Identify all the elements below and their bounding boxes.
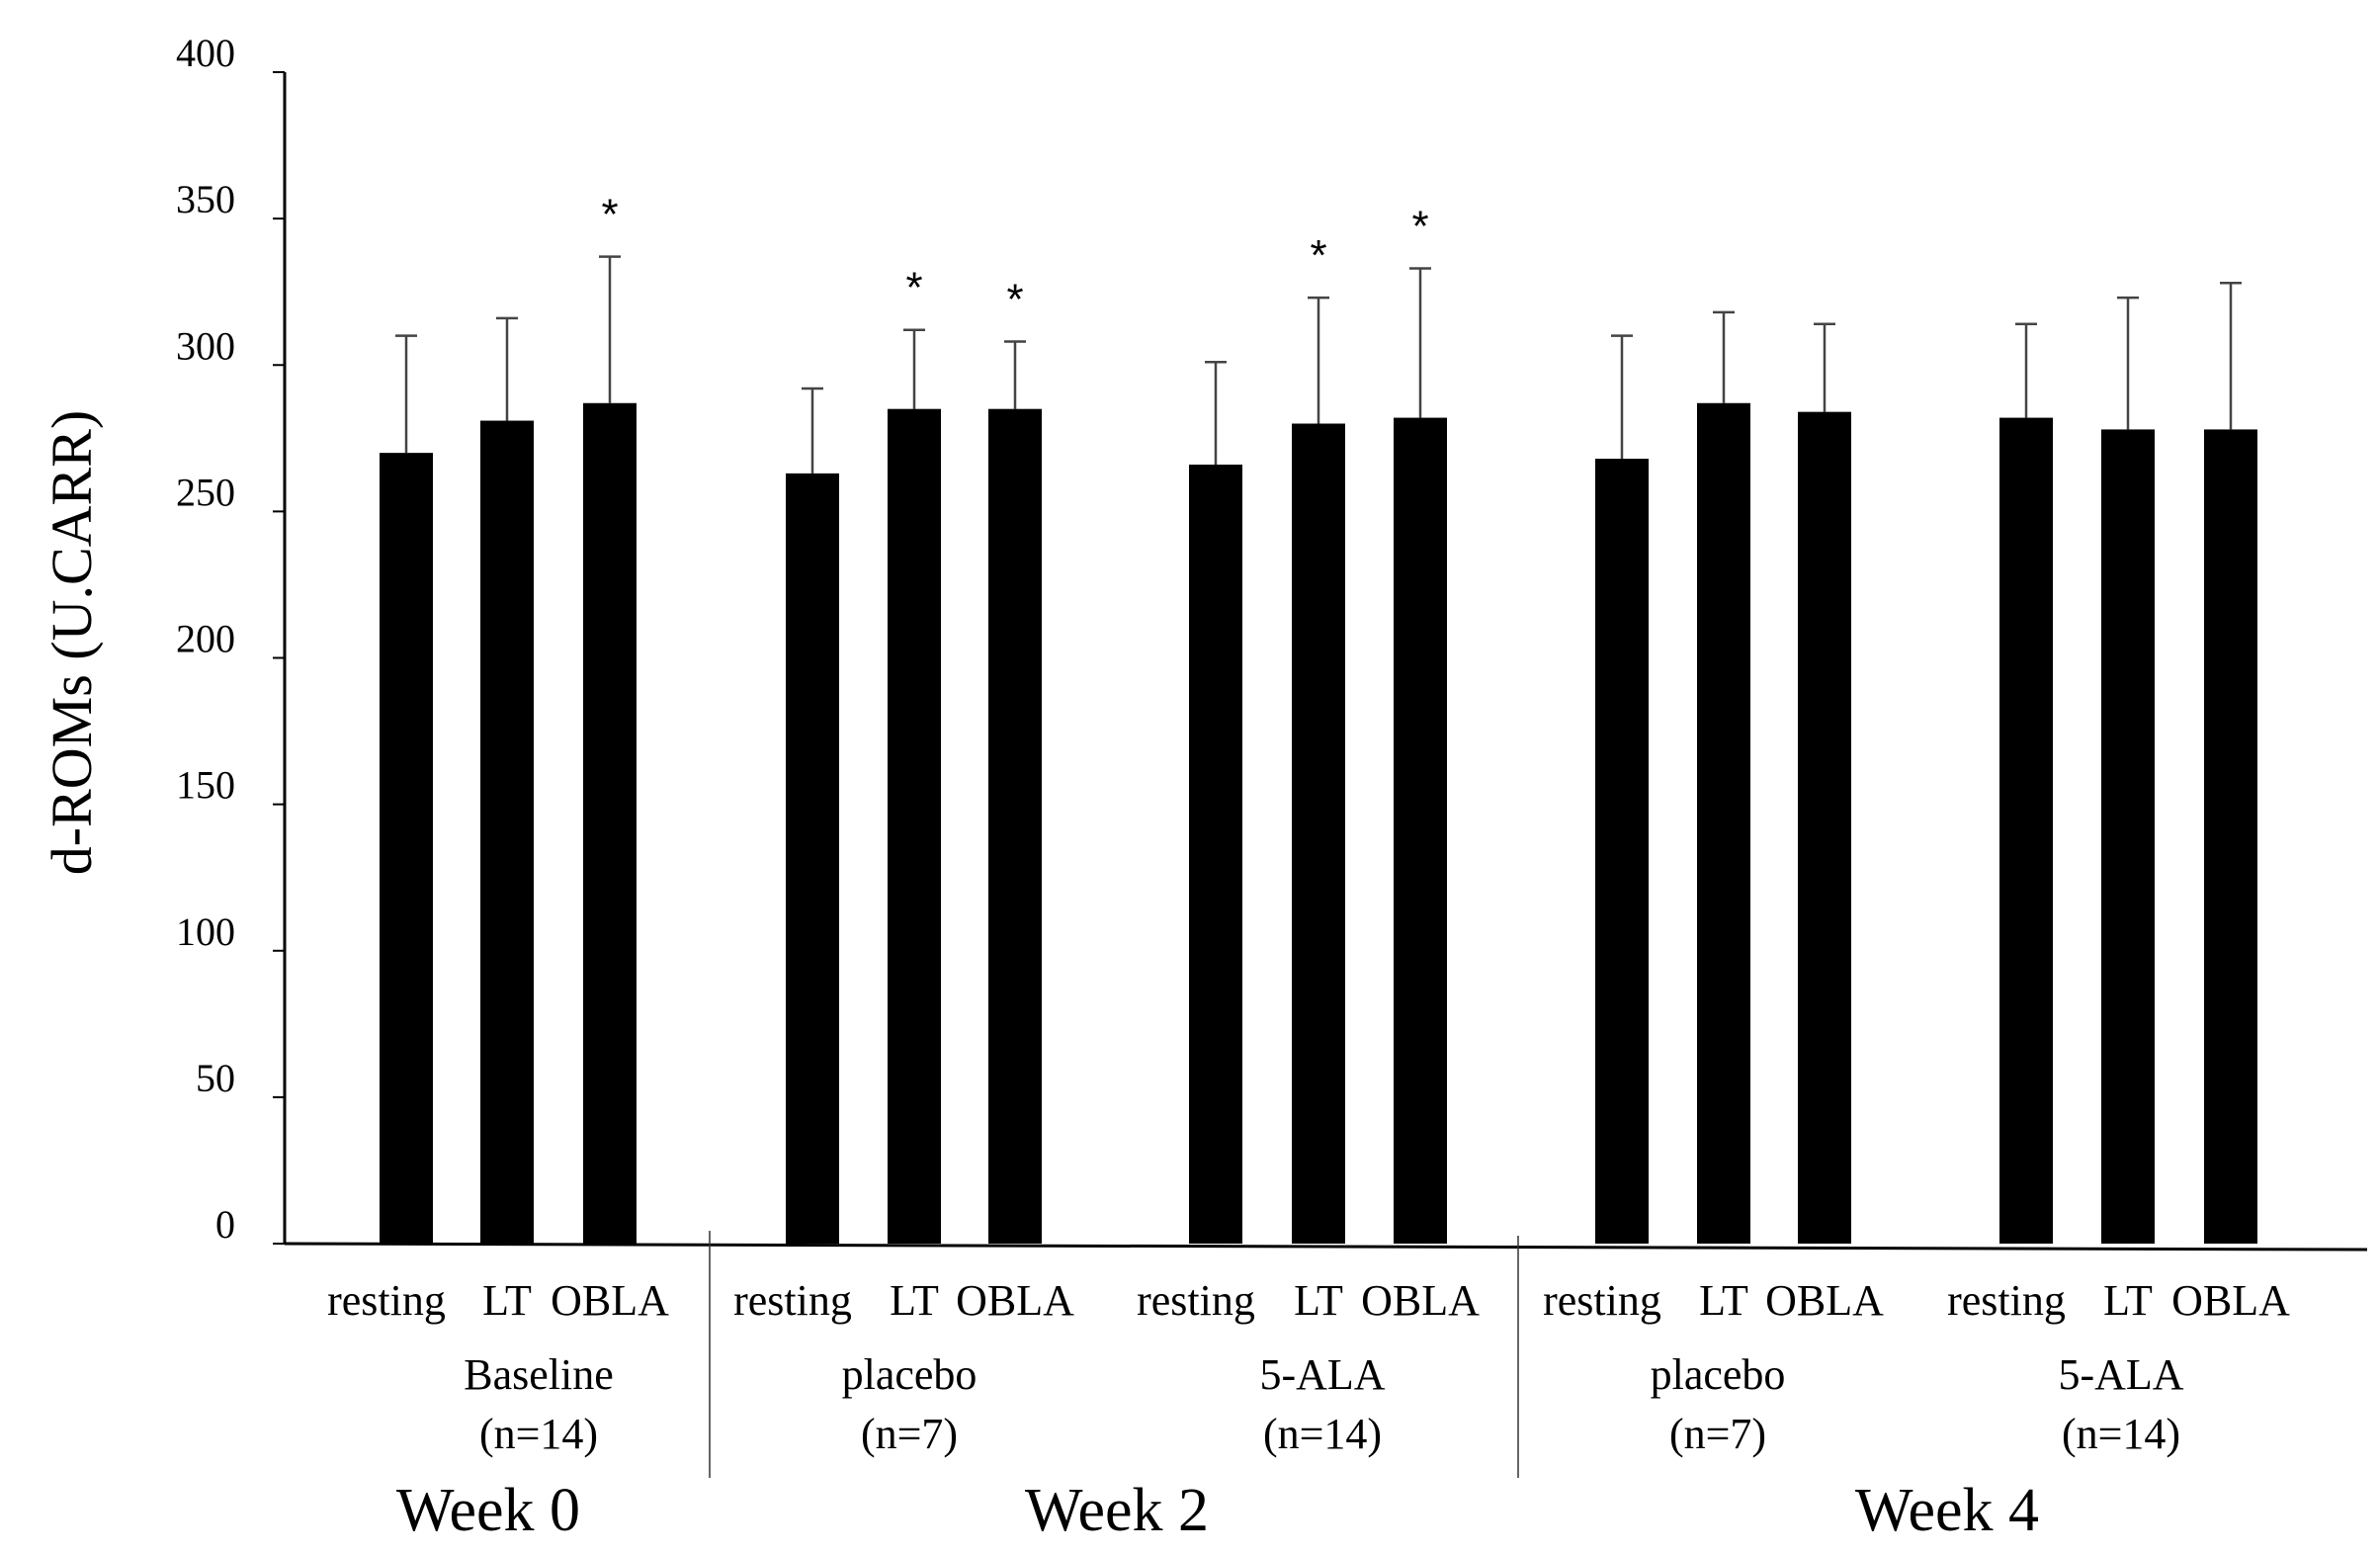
group-name: placebo xyxy=(1651,1350,1786,1399)
category-label: LT xyxy=(482,1276,532,1325)
bar xyxy=(2204,429,2257,1244)
group-n: (n=7) xyxy=(861,1410,958,1458)
category-label: LT xyxy=(1294,1276,1343,1325)
category-label: resting xyxy=(1137,1276,1255,1325)
group-labels: Baseline (n=14) placebo (n=7) 5-ALA (n=14) pla… xyxy=(464,1350,2184,1458)
category-labels: resting LT OBLA resting LT OBLA resting LT OBLA r… xyxy=(327,1276,2290,1325)
significance-marker: * xyxy=(1006,276,1023,324)
x-axis-line xyxy=(284,1242,2368,1252)
group-name: 5-ALA xyxy=(1259,1350,1385,1399)
bar xyxy=(1189,464,1242,1245)
bar xyxy=(1697,402,1750,1244)
bars xyxy=(380,402,2257,1245)
y-tick-label: 150 xyxy=(176,763,235,808)
y-tick-label: 250 xyxy=(176,470,235,514)
bar xyxy=(988,408,1042,1244)
bar xyxy=(583,402,637,1244)
group-n: (n=14) xyxy=(2062,1410,2180,1458)
category-label: LT xyxy=(890,1276,939,1325)
category-label: OBLA xyxy=(1361,1276,1480,1325)
y-tick-label: 300 xyxy=(176,323,235,368)
y-tick-label: 400 xyxy=(176,31,235,75)
category-label: LT xyxy=(2103,1276,2153,1325)
category-label: OBLA xyxy=(551,1276,669,1325)
bar xyxy=(480,420,534,1245)
y-axis-ticks: 0 50 100 150 200 250 300 350 400 xyxy=(176,31,285,1247)
significance-marker: * xyxy=(1411,202,1428,250)
group-name: 5-ALA xyxy=(2058,1350,2183,1399)
week-labels: Week 0 Week 2 Week 4 xyxy=(396,1477,2039,1544)
week-label: Week 4 xyxy=(1855,1477,2039,1544)
category-label: OBLA xyxy=(1765,1276,1884,1325)
y-tick-label: 350 xyxy=(176,177,235,221)
bar xyxy=(380,453,433,1244)
y-tick-label: 200 xyxy=(176,617,235,661)
category-label: LT xyxy=(1699,1276,1748,1325)
significance-marker: * xyxy=(601,191,618,239)
significance-marker: * xyxy=(1310,231,1326,280)
category-label: resting xyxy=(733,1276,852,1325)
group-name: Baseline xyxy=(464,1350,614,1399)
group-n: (n=14) xyxy=(479,1410,598,1458)
category-label: resting xyxy=(1947,1276,2066,1325)
y-tick-label: 0 xyxy=(215,1202,235,1247)
bar xyxy=(1292,423,1345,1244)
bar xyxy=(1798,411,1851,1244)
week-label: Week 0 xyxy=(396,1477,580,1544)
category-label: resting xyxy=(327,1276,446,1325)
group-n: (n=14) xyxy=(1263,1410,1382,1458)
category-label: OBLA xyxy=(2171,1276,2290,1325)
group-n: (n=7) xyxy=(1669,1410,1766,1458)
y-axis-label: d-ROMs (U.CARR) xyxy=(40,410,104,876)
significance-markers: * * * * * xyxy=(601,191,1428,324)
significance-marker: * xyxy=(905,264,922,312)
bar xyxy=(1394,417,1447,1244)
bar xyxy=(786,473,839,1244)
group-name: placebo xyxy=(842,1350,978,1399)
category-label: OBLA xyxy=(956,1276,1074,1325)
category-label: resting xyxy=(1543,1276,1661,1325)
bar xyxy=(2101,429,2155,1244)
y-tick-label: 50 xyxy=(196,1056,235,1100)
y-tick-label: 100 xyxy=(176,909,235,954)
error-bars xyxy=(395,255,2242,474)
bar xyxy=(888,408,941,1244)
week-label: Week 2 xyxy=(1025,1477,1209,1544)
bar xyxy=(1595,459,1649,1244)
bar xyxy=(1999,417,2053,1244)
